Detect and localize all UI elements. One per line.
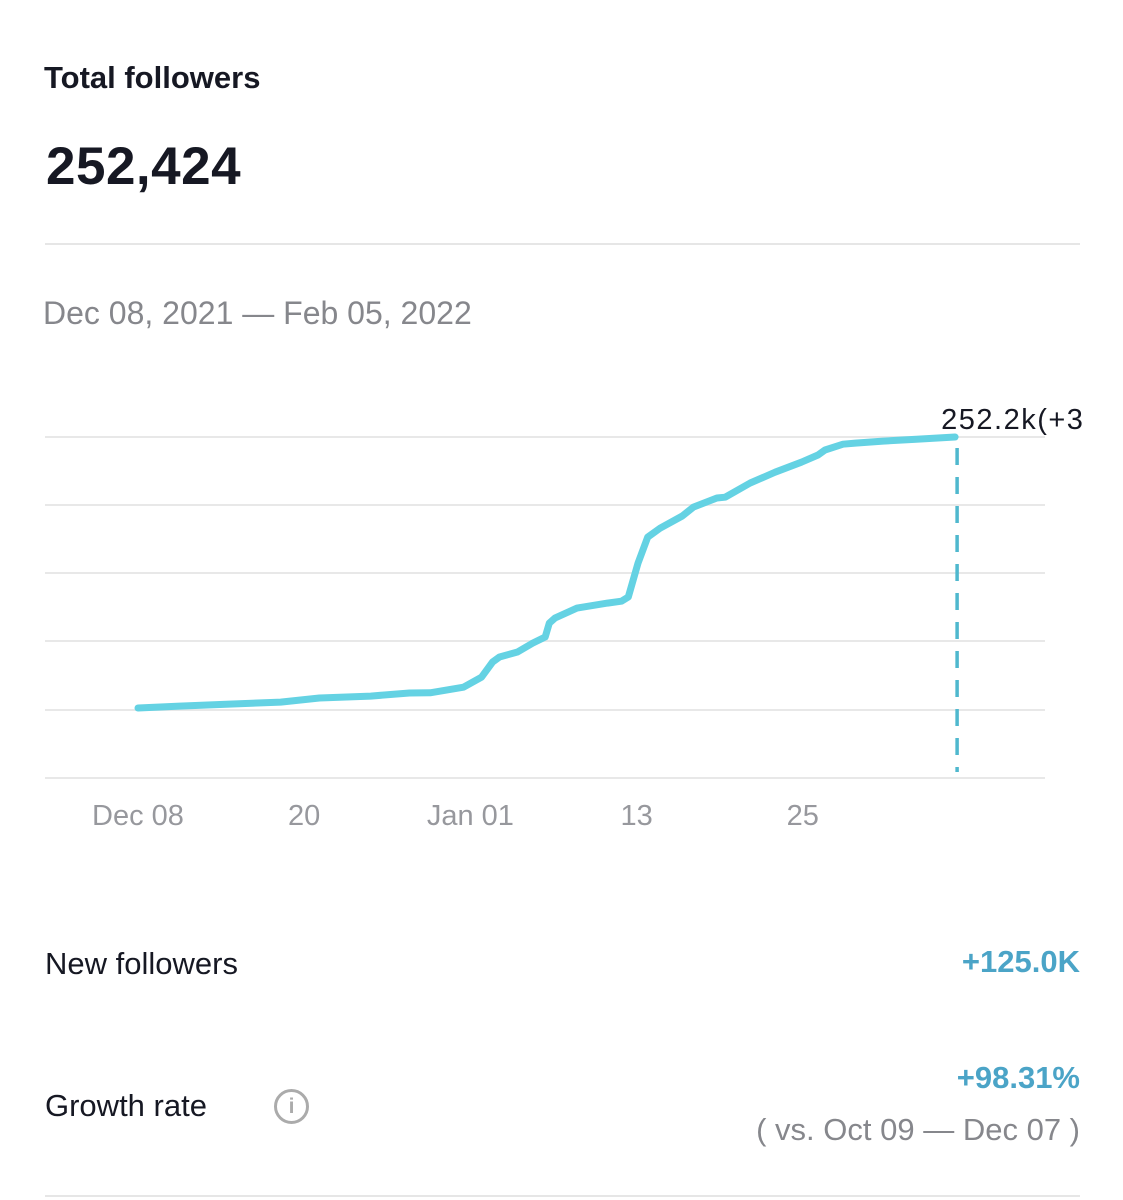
x-axis-tick: 13	[620, 800, 653, 832]
followers-chart: 252.2k(+3 Dec 08 20 Jan 01 13 25	[0, 380, 1123, 860]
growth-rate-value: +98.31%	[956, 1060, 1080, 1095]
x-axis-tick: Dec 08	[92, 800, 184, 832]
top-divider	[45, 243, 1080, 245]
x-axis-tick: Jan 01	[426, 800, 514, 832]
new-followers-value: +125.0K	[961, 944, 1080, 979]
new-followers-label: New followers	[45, 946, 238, 981]
x-axis: Dec 08 20 Jan 01 13 25	[0, 380, 1123, 860]
growth-rate-label: Growth rate	[45, 1088, 207, 1123]
date-range-label: Dec 08, 2021 — Feb 05, 2022	[43, 295, 472, 331]
info-icon[interactable]: i	[274, 1089, 309, 1124]
total-followers-title: Total followers	[44, 60, 261, 95]
growth-rate-comparison: ( vs. Oct 09 — Dec 07 )	[756, 1112, 1080, 1147]
x-axis-tick: 25	[786, 800, 819, 832]
x-axis-tick: 20	[288, 800, 321, 832]
chart-end-annotation: 252.2k(+3	[941, 404, 1085, 436]
info-icon-glyph: i	[288, 1094, 295, 1118]
total-followers-value: 252,424	[46, 137, 242, 196]
followers-line-chart[interactable]	[0, 380, 1123, 860]
bottom-divider	[45, 1195, 1080, 1197]
